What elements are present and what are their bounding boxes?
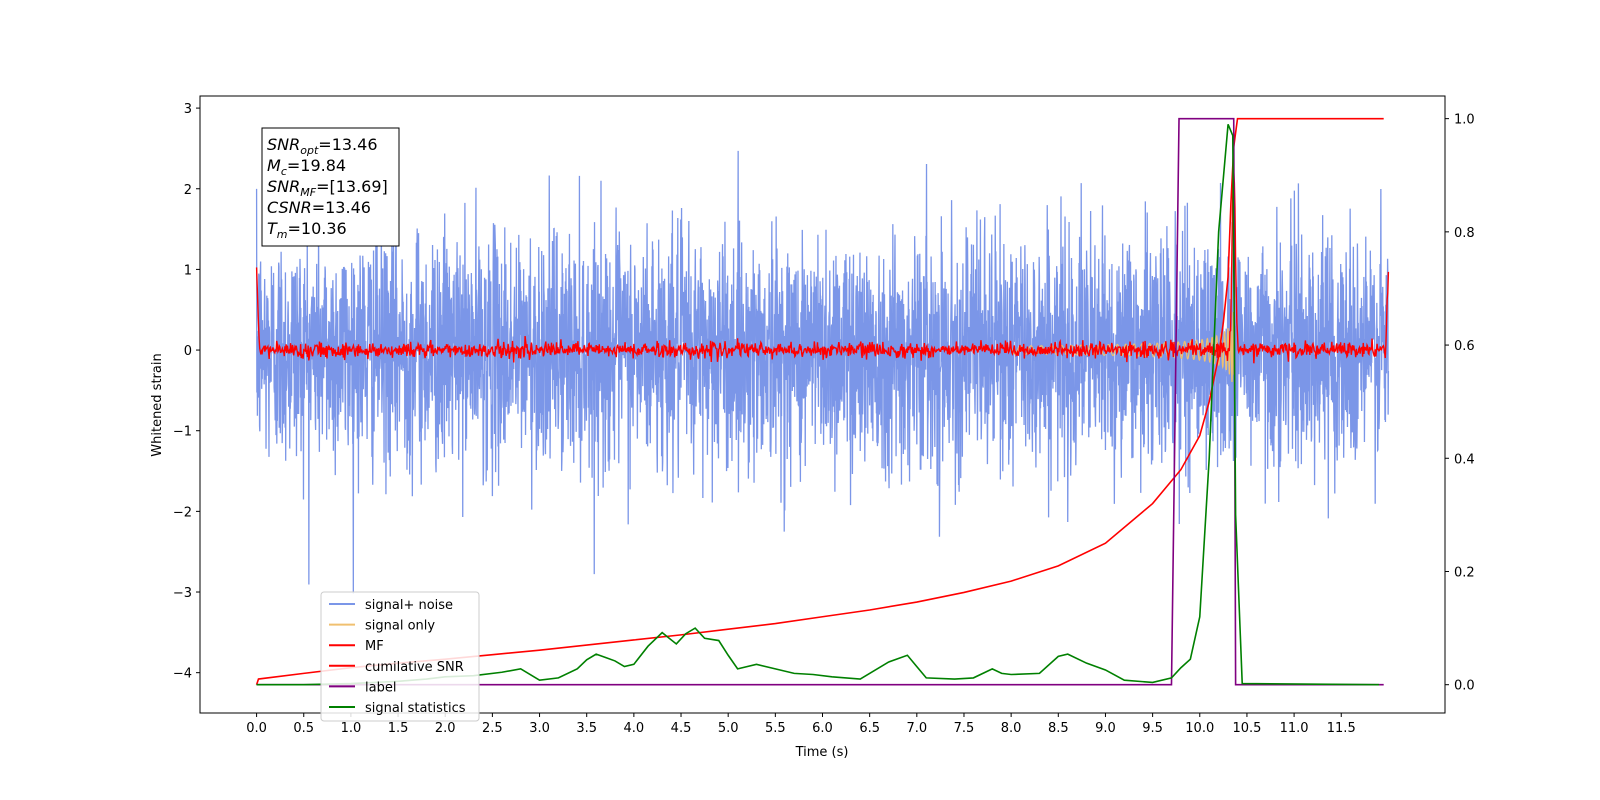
y2-tick-label: 0.0 [1454,679,1475,694]
x-tick-label: 2.5 [482,721,503,736]
x-tick-label: 1.0 [341,721,362,736]
x-tick-label: 7.0 [906,721,927,736]
x-tick-label: 9.5 [1142,721,1163,736]
annotation-line: Mc=19.84 [267,156,346,178]
y-tick-label: −4 [173,667,192,682]
annotation-line: SNRopt=13.46 [267,135,378,157]
y-tick-label: 1 [184,263,192,278]
x-tick-label: 4.0 [624,721,645,736]
y2-tick-label: 0.6 [1454,339,1475,354]
x-tick-label: 11.0 [1280,721,1309,736]
y-tick-label: 3 [184,102,192,117]
x-tick-label: 2.0 [435,721,456,736]
legend-label: signal statistics [365,701,466,716]
y-tick-label: −3 [173,586,192,601]
x-tick-label: 0.5 [293,721,314,736]
x-tick-label: 5.0 [718,721,739,736]
y-tick-label: 2 [184,183,192,198]
x-axis-title: Time (s) [795,745,849,760]
x-tick-label: 3.5 [576,721,597,736]
series-label [256,117,1384,686]
x-axis: 0.0 0.5 1.0 1.5 2.0 2.5 3.0 3.5 4.0 4.5 5.0 5.5 6.0 6… [246,713,1356,736]
annotation-line: CSNR=13.46 [267,198,371,217]
legend-label: MF [365,639,384,654]
x-tick-label: 6.0 [812,721,833,736]
x-tick-label: 10.5 [1232,721,1261,736]
x-tick-label: 3.0 [529,721,550,736]
x-tick-label: 7.5 [954,721,975,736]
y-axis-title: Whitened strain [150,353,165,456]
series-mf [255,171,1390,364]
x-tick-label: 5.5 [765,721,786,736]
series-signal-plus-noise [255,150,1390,594]
y2-tick-label: 0.8 [1454,226,1475,241]
x-tick-label: 10.0 [1185,721,1214,736]
y-tick-label: −1 [173,425,192,440]
series-signal-statistics [256,123,1379,686]
y-tick-label: 0 [184,344,192,359]
annotation-box: SNRopt=13.46Mc=19.84SNRMF=[13.69]CSNR=13… [261,127,400,247]
annotation-line: Tm=10.36 [267,219,347,241]
x-tick-label: 1.5 [388,721,409,736]
legend-frame [320,591,480,722]
legend-label: signal+ noise [365,598,453,613]
legend-label: cumilative SNR [365,660,464,675]
y-axis-left: 3 2 1 0 −1 −2 −3 −4 [173,102,200,682]
x-tick-label: 11.5 [1327,721,1356,736]
annotation-box-frame [261,127,400,247]
x-tick-label: 8.5 [1048,721,1069,736]
x-tick-label: 9.0 [1095,721,1116,736]
x-tick-label: 4.5 [671,721,692,736]
y2-tick-label: 0.4 [1454,452,1475,467]
x-tick-label: 8.0 [1001,721,1022,736]
legend-label: signal only [365,619,435,634]
y2-tick-label: 1.0 [1454,113,1475,128]
y2-tick-label: 0.2 [1454,565,1475,580]
x-tick-label: 0.0 [246,721,267,736]
legend-label: label [365,680,396,695]
legend: signal+ noise signal only MF cumilative SNR… [320,591,480,722]
x-tick-label: 6.5 [859,721,880,736]
y-tick-label: −2 [173,505,192,520]
annotation-line: SNRMF=[13.69] [267,177,388,199]
y-axis-right: 1.0 0.8 0.6 0.4 0.2 0.0 [1445,113,1475,694]
